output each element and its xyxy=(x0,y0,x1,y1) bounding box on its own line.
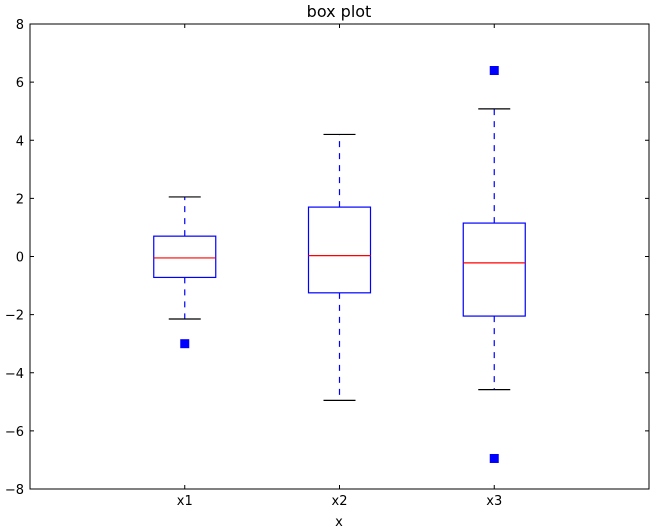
box-x2 xyxy=(307,133,372,401)
y-axis: 8 6 4 2 0 −2 −4 −6 −8 xyxy=(5,18,649,498)
box-body xyxy=(462,222,526,317)
box-body xyxy=(153,235,217,279)
y-tick-label: −4 xyxy=(5,367,24,382)
y-tick-label: 0 xyxy=(16,251,24,266)
outlier-point xyxy=(489,453,499,463)
y-tick-label: 8 xyxy=(16,18,24,33)
box-body xyxy=(307,206,372,294)
chart-title: box plot xyxy=(307,2,372,21)
x-axis: x1 x2 x3 xyxy=(177,24,502,509)
x-tick-label-x3: x3 xyxy=(486,494,502,509)
y-tick-label: 2 xyxy=(16,192,24,207)
plot-frame xyxy=(29,23,650,490)
box-x1 xyxy=(153,196,217,349)
y-tick-label: 6 xyxy=(16,76,24,91)
boxes-layer xyxy=(153,66,526,463)
x-tick-label-x2: x2 xyxy=(332,494,348,509)
y-tick-label: 4 xyxy=(16,134,24,149)
x-axis-label: x xyxy=(335,515,343,530)
y-tick-label: −8 xyxy=(5,483,24,498)
outlier-point xyxy=(180,339,190,349)
y-tick-label: −6 xyxy=(5,425,24,440)
outlier-point xyxy=(489,66,499,75)
y-tick-label: −2 xyxy=(5,309,24,324)
x-tick-label-x1: x1 xyxy=(177,494,193,509)
box-x3 xyxy=(462,66,526,463)
